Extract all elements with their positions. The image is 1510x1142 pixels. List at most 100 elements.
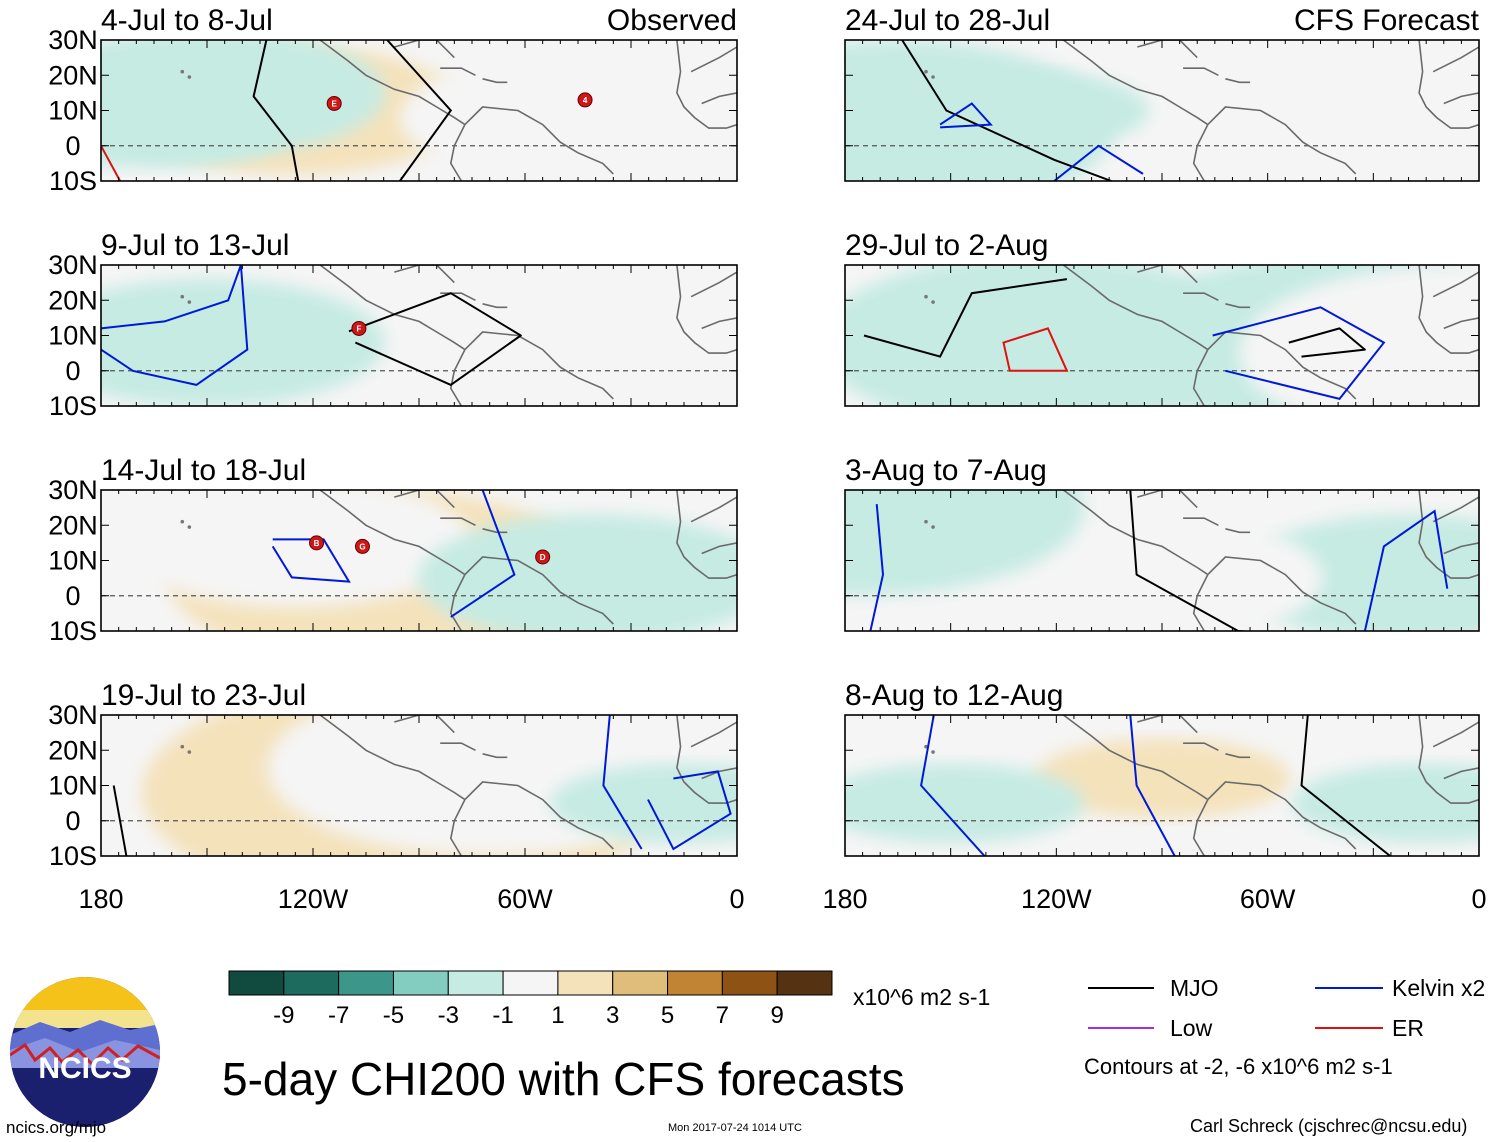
lat-label: 10N bbox=[48, 96, 98, 126]
coastline bbox=[1062, 715, 1209, 801]
field-layer bbox=[101, 715, 737, 856]
field-blob bbox=[550, 763, 737, 844]
storm-marker: E bbox=[326, 95, 342, 111]
field-blob bbox=[400, 53, 737, 181]
legend-label-kelvin: Kelvin x2 bbox=[1392, 975, 1486, 1001]
kelvin-contour bbox=[1212, 306, 1386, 401]
island bbox=[924, 69, 928, 74]
colorbar-swatch bbox=[338, 970, 394, 996]
storm-marker: B bbox=[309, 535, 325, 551]
er-contour bbox=[101, 145, 121, 181]
mjo-contour bbox=[863, 278, 1068, 358]
lat-label: 20N bbox=[48, 60, 98, 90]
lat-label: 0 bbox=[65, 806, 80, 836]
coastline bbox=[1192, 799, 1209, 856]
field-blob bbox=[1292, 763, 1479, 844]
kelvin-contour bbox=[271, 538, 351, 583]
kelvin-contour bbox=[1363, 509, 1449, 631]
coastline bbox=[440, 517, 476, 527]
coastline bbox=[1062, 40, 1209, 126]
legend-swatch-kelvin bbox=[1315, 987, 1383, 989]
map-panel: 14-Jul to 18-Jul B G D 30N 20N 10N 0 10S bbox=[48, 454, 738, 646]
storm-marker: D bbox=[535, 549, 551, 565]
colorbar-tick: 5 bbox=[661, 1002, 674, 1029]
map-panel: 4-Jul to 8-Jul Observed E 4 30N 20N 10N 0 10S bbox=[48, 4, 738, 196]
coastline bbox=[1432, 271, 1479, 298]
footer-date: Mon 2017-07-24 1014 UTC bbox=[668, 1122, 802, 1134]
coastline bbox=[319, 715, 466, 801]
lon-label: 60W bbox=[497, 884, 553, 914]
kelvin-contour bbox=[939, 102, 993, 129]
field-layer bbox=[101, 40, 737, 181]
colorbar-tick: -3 bbox=[438, 1002, 459, 1029]
storm-icon bbox=[354, 538, 370, 554]
field-layer bbox=[101, 490, 737, 631]
coastline bbox=[701, 542, 737, 555]
island bbox=[931, 75, 935, 79]
lon-label: 60W bbox=[1240, 884, 1296, 914]
lat-label: 10S bbox=[49, 841, 97, 871]
legend-swatch-low bbox=[1088, 1027, 1154, 1029]
coastline bbox=[1418, 715, 1479, 804]
coastline bbox=[701, 92, 737, 105]
island bbox=[180, 744, 185, 749]
storm-marker: F bbox=[351, 320, 367, 336]
coastline bbox=[464, 106, 614, 175]
panel-title: 8-Aug to 12-Aug bbox=[845, 679, 1063, 712]
mjo-contour bbox=[1288, 327, 1366, 358]
lat-label: 10N bbox=[48, 546, 98, 576]
coastline bbox=[1443, 92, 1479, 105]
coastline bbox=[676, 490, 737, 579]
panel-title: 19-Jul to 23-Jul bbox=[101, 679, 306, 712]
coastline bbox=[449, 349, 466, 406]
mjo-contour bbox=[348, 292, 522, 386]
coastline bbox=[394, 715, 455, 734]
field-layer bbox=[845, 40, 1479, 181]
mjo-contour bbox=[252, 40, 300, 181]
storm-icon bbox=[309, 535, 325, 551]
coastline bbox=[449, 574, 466, 631]
island bbox=[180, 519, 185, 524]
colorbar-tick: 7 bbox=[716, 1002, 729, 1029]
island bbox=[180, 294, 185, 299]
colorbar-swatch bbox=[283, 970, 340, 996]
colorbar-swatch bbox=[612, 970, 669, 996]
coastline bbox=[1062, 265, 1209, 351]
lat-label: 30N bbox=[48, 250, 98, 280]
colorbar-unit-label: x10^6 m2 s-1 bbox=[853, 984, 991, 1010]
main-title: 5-day CHI200 with CFS forecasts bbox=[222, 1053, 905, 1105]
field-blob bbox=[101, 278, 385, 406]
coastline bbox=[1225, 753, 1251, 759]
kelvin-contour bbox=[1053, 144, 1144, 181]
field-blob bbox=[845, 490, 1085, 596]
coastline bbox=[1192, 124, 1209, 181]
coastline bbox=[482, 303, 508, 309]
footer-author: Carl Schreck (cjschrec@ncsu.edu) bbox=[1190, 1116, 1468, 1136]
coastline bbox=[690, 496, 737, 523]
panel-title: 4-Jul to 8-Jul bbox=[101, 4, 273, 37]
colorbar-swatch bbox=[776, 970, 833, 996]
lat-label: 0 bbox=[65, 131, 80, 161]
map-panel: 9-Jul to 13-Jul F 30N 20N 10N 0 10S bbox=[48, 229, 738, 421]
coastline bbox=[440, 742, 476, 752]
lat-label: 30N bbox=[48, 25, 98, 55]
island bbox=[187, 750, 192, 754]
legend-swatch-mjo bbox=[1088, 987, 1154, 989]
mjo-contour bbox=[386, 40, 453, 181]
coastline bbox=[394, 265, 455, 284]
lat-label: 0 bbox=[65, 356, 80, 386]
panel-title: 24-Jul to 28-Jul bbox=[845, 4, 1050, 37]
storm-letter: E bbox=[332, 99, 338, 108]
lat-label: 0 bbox=[65, 581, 80, 611]
colorbar-tick: -7 bbox=[328, 1002, 349, 1029]
colorbar-swatch bbox=[447, 970, 504, 996]
kelvin-contour bbox=[869, 504, 885, 631]
legend-label-er: ER bbox=[1392, 1015, 1424, 1041]
mjo-contour bbox=[1129, 490, 1254, 631]
field-layer bbox=[101, 265, 737, 406]
colorbar-swatch bbox=[557, 970, 614, 996]
island bbox=[924, 519, 928, 524]
field-blob bbox=[101, 88, 288, 169]
coastline bbox=[1418, 265, 1479, 354]
